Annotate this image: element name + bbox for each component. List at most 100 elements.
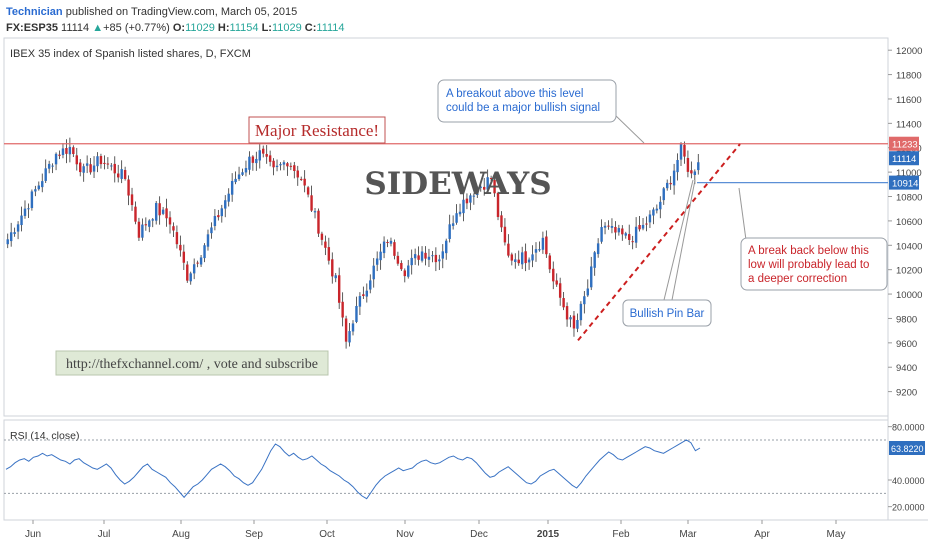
candle-body (186, 264, 189, 281)
candle-body (507, 243, 510, 256)
candle-body (58, 154, 61, 156)
price-label-resistance (889, 136, 919, 151)
candle-body (27, 208, 30, 210)
candle-body (72, 147, 75, 155)
candle-body (683, 144, 686, 157)
candle-body (369, 280, 372, 290)
candle-body (103, 162, 106, 164)
candle-body (92, 165, 96, 172)
candle-body (154, 202, 158, 221)
price-label-last (889, 151, 919, 166)
candle-body (679, 143, 683, 160)
rsi-line[interactable] (5, 439, 701, 500)
candle-body (375, 258, 379, 265)
candle-body (258, 150, 261, 161)
candle-body (503, 226, 507, 243)
candle-body (203, 245, 206, 259)
candle-body (37, 185, 41, 190)
candle-body (199, 257, 203, 265)
candle-body (365, 290, 369, 297)
candle-body (445, 240, 448, 254)
candle-body (127, 179, 130, 196)
candle-body (85, 163, 89, 166)
breakdown-callout (740, 237, 888, 291)
candle-body (241, 172, 244, 175)
candle-body (6, 239, 9, 245)
symbol[interactable]: FX:ESP35 (6, 22, 58, 34)
candle-body (134, 206, 137, 222)
candle-body (344, 318, 348, 342)
candle-body (500, 215, 503, 228)
candle-body (562, 298, 565, 308)
candle-body (96, 156, 99, 167)
candle-body (486, 177, 489, 190)
candle-body (182, 251, 186, 263)
price-tick-label: 11400 (896, 119, 922, 130)
candle-body (303, 178, 306, 186)
candle-body (465, 198, 469, 204)
candle-body (337, 275, 341, 303)
candle-body (54, 153, 58, 165)
website-text[interactable]: http://thefxchannel.com/ , vote and subs… (66, 357, 318, 372)
time-tick-label: May (827, 529, 846, 540)
candle-body (572, 315, 576, 329)
candle-body (123, 170, 127, 179)
price-tick-label: 10800 (896, 193, 922, 204)
candle-body (386, 241, 389, 243)
candle-body (603, 225, 607, 228)
major-resistance-box (248, 116, 386, 144)
quote-bar: FX:ESP35 11114 ▲+85 (+0.77%) O:11029 H:1… (6, 20, 345, 36)
candle-body (655, 208, 659, 211)
candle-body (320, 233, 324, 240)
close-label: C: (304, 22, 317, 34)
candle-body (558, 283, 562, 298)
high-label: H: (217, 22, 230, 34)
time-tick-label: Jul (98, 529, 111, 540)
time-tick-label: Mar (679, 529, 697, 540)
candle-body (99, 156, 103, 165)
candle-body (510, 254, 514, 261)
candle-body (607, 225, 610, 227)
breakout-text-1: A breakout above this level (446, 88, 583, 100)
pin-bar-pointer-2 (671, 179, 696, 301)
candle-body (548, 255, 552, 270)
candle-body (44, 168, 47, 181)
candle-body (565, 306, 569, 320)
candle-body (331, 259, 334, 277)
candle-body (676, 159, 679, 173)
rsi-title: RSI (14, close) (10, 430, 79, 442)
candle-body (517, 259, 520, 264)
candle-body (455, 213, 458, 223)
candle-body (531, 254, 534, 261)
rsi-tick-label: 20.0000 (892, 503, 925, 513)
candle-body (279, 164, 282, 166)
candle-body (213, 216, 217, 227)
time-tick-label: Dec (470, 529, 488, 540)
candle-body (520, 252, 524, 265)
author-link[interactable]: Technician (6, 6, 63, 18)
candle-body (161, 209, 165, 214)
breakdown-text-1: A break back below this (748, 245, 869, 257)
candle-body (496, 192, 500, 217)
low-value: 11029 (271, 22, 302, 34)
open-label: O: (172, 22, 186, 34)
candle-body (296, 170, 299, 178)
rsi-last-text: 63.8220 (891, 444, 924, 454)
candle-body (341, 301, 344, 318)
candle-body (34, 189, 37, 192)
candle-body (13, 232, 16, 234)
candle-body (210, 227, 213, 234)
breakout-callout (437, 79, 617, 123)
published-text: published on TradingView.com, March 05, … (65, 6, 298, 18)
candle-body (248, 156, 251, 170)
candle-body (431, 255, 434, 257)
candle-body (23, 208, 27, 216)
candle-body (372, 265, 375, 280)
candle-body (251, 156, 255, 163)
uptrend-line[interactable] (577, 143, 741, 342)
candle-body (179, 244, 182, 251)
candle-body (358, 296, 362, 307)
candle-body (669, 182, 672, 185)
candle-body (631, 241, 634, 243)
